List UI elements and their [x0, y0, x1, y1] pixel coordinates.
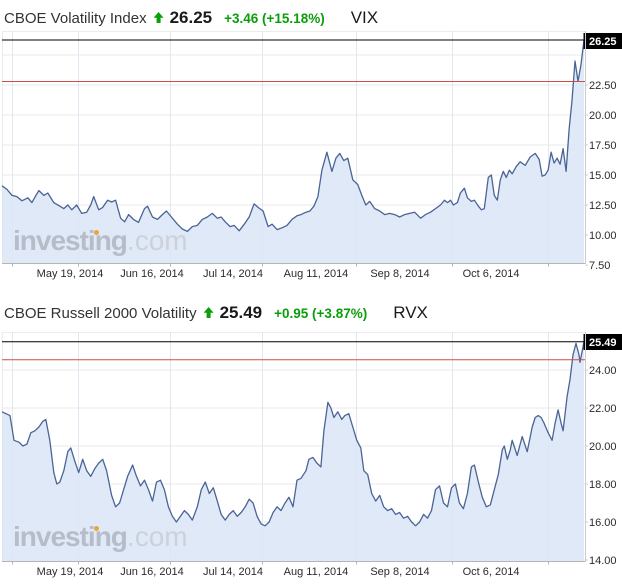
quote-header-vix: CBOE Volatility Index 26.25 +3.46 (+15.1… — [4, 8, 378, 28]
current-price-badge — [586, 33, 622, 49]
x-axis-label: Sep 8, 2014 — [370, 268, 429, 280]
price-change: +3.46 (+15.18%) — [224, 11, 325, 26]
y-axis-label: 12.50 — [589, 200, 617, 212]
y-axis-label: 24.00 — [589, 365, 617, 377]
x-axis-label: Jul 14, 2014 — [203, 566, 263, 578]
x-axis-label: Sep 8, 2014 — [370, 566, 429, 578]
y-axis-label: 22.50 — [589, 80, 617, 92]
price-line — [1, 341, 585, 527]
x-axis-label: Aug 11, 2014 — [284, 566, 349, 578]
last-tick-marker — [583, 33, 586, 49]
x-axis-label: May 19, 2014 — [37, 566, 104, 578]
ticker-symbol: RVX — [393, 303, 428, 322]
current-price-badge-label: 26.25 — [589, 36, 617, 48]
x-axis-label: Jul 14, 2014 — [203, 268, 263, 280]
y-axis-label: 16.00 — [589, 517, 617, 529]
chart-plot-area[interactable] — [2, 332, 585, 561]
chart-plot-area[interactable] — [2, 31, 585, 263]
price-change: +0.95 (+3.87%) — [274, 306, 368, 321]
x-axis-label: May 19, 2014 — [37, 268, 104, 280]
instrument-name[interactable]: CBOE Russell 2000 Volatility — [4, 305, 197, 322]
y-axis-label: 17.50 — [589, 140, 617, 152]
y-axis-label: 15.00 — [589, 170, 617, 182]
y-axis-label: 20.00 — [589, 110, 617, 122]
price-area — [2, 341, 584, 561]
y-axis-label: 10.00 — [589, 230, 617, 242]
x-axis-label: Oct 6, 2014 — [463, 566, 520, 578]
y-axis-label: 18.00 — [589, 479, 617, 491]
y-axis-label: 22.00 — [589, 403, 617, 415]
up-arrow-icon — [153, 12, 164, 23]
y-axis-label: 14.00 — [589, 555, 617, 567]
quote-header-rvx: CBOE Russell 2000 Volatility 25.49 +0.95… — [4, 303, 428, 323]
ticker-symbol: VIX — [350, 8, 379, 27]
x-axis-label: Oct 6, 2014 — [463, 268, 520, 280]
last-price: 26.25 — [169, 8, 213, 27]
y-axis-label: 7.50 — [589, 260, 610, 272]
price-line — [1, 39, 585, 233]
x-axis-label: Aug 11, 2014 — [284, 268, 349, 280]
y-axis-label: 20.00 — [589, 441, 617, 453]
last-tick-marker — [583, 334, 586, 350]
x-axis-label: Jun 16, 2014 — [120, 268, 184, 280]
x-axis-label: Jun 16, 2014 — [120, 566, 184, 578]
last-price: 25.49 — [219, 303, 263, 322]
up-arrow-icon — [203, 307, 214, 318]
current-price-badge — [586, 334, 622, 350]
current-price-badge-label: 25.49 — [589, 337, 617, 349]
instrument-name[interactable]: CBOE Volatility Index — [4, 10, 147, 27]
